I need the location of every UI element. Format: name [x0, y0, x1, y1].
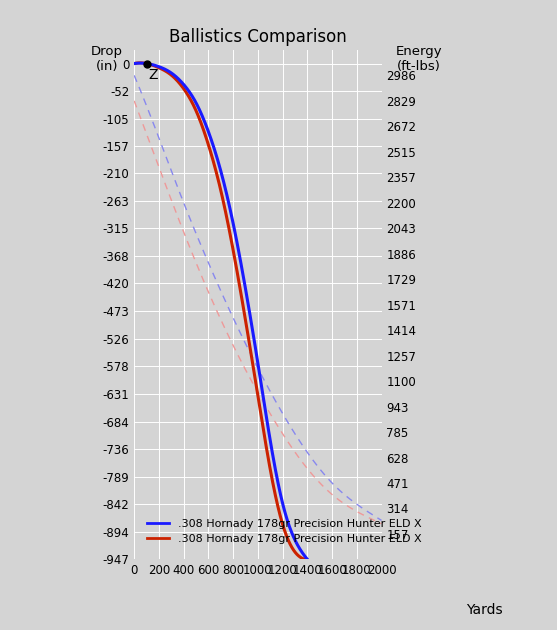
- Title: Ballistics Comparison: Ballistics Comparison: [169, 28, 346, 45]
- Y-axis label: Drop
(in): Drop (in): [91, 45, 123, 73]
- Text: Yards: Yards: [466, 604, 503, 617]
- Y-axis label: Energy
(ft-lbs): Energy (ft-lbs): [395, 45, 442, 73]
- Legend: .308 Hornady 178gr Precision Hunter ELD X, .308 Hornady 178gr Precision Hunter E: .308 Hornady 178gr Precision Hunter ELD …: [142, 514, 426, 549]
- Text: Z: Z: [149, 68, 158, 83]
